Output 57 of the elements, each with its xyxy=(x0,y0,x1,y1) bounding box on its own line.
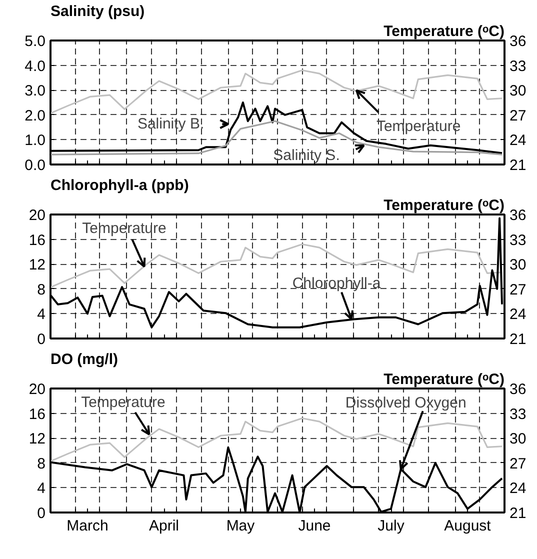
annotation: Temperature xyxy=(376,118,461,135)
annotation: Salinity B. xyxy=(137,116,204,133)
y2-axis-title: Temperature (ᵒC) xyxy=(384,23,505,40)
y2-tick-label: 33 xyxy=(510,58,526,75)
y-tick-label: 0.0 xyxy=(24,157,46,174)
annotation: Dissolved Oxygen xyxy=(345,394,466,412)
y-tick-label: 5.0 xyxy=(24,33,46,50)
y-tick-label: 16 xyxy=(28,232,46,249)
line-series xyxy=(50,417,503,462)
y-tick-label: 12 xyxy=(28,430,46,448)
y2-tick-label: 36 xyxy=(510,33,526,50)
y-tick-label: 8 xyxy=(37,455,46,472)
y-tick-label: 4 xyxy=(37,306,46,324)
y2-tick-label: 24 xyxy=(510,132,526,150)
x-tick-label: June xyxy=(298,518,331,534)
y2-tick-label: 27 xyxy=(510,281,526,298)
y2-tick-label: 30 xyxy=(510,82,526,100)
annotation: Temperature xyxy=(81,394,166,411)
y-tick-label: 2.0 xyxy=(24,107,46,124)
y-tick-label: 16 xyxy=(28,406,46,423)
y-tick-label: 8 xyxy=(37,281,46,298)
y2-tick-label: 36 xyxy=(510,207,526,224)
line-series xyxy=(50,69,503,114)
y-tick-label: 4.0 xyxy=(24,58,46,75)
y2-tick-label: 21 xyxy=(510,157,526,174)
x-tick-label: March xyxy=(66,518,108,534)
x-tick-label: July xyxy=(378,518,405,534)
y2-axis-title: Temperature (ᵒC) xyxy=(384,197,505,214)
x-tick-label: August xyxy=(444,518,492,534)
y-tick-label: 20 xyxy=(28,381,46,398)
annotation: Temperature xyxy=(82,220,166,238)
y2-tick-label: 36 xyxy=(510,381,526,398)
x-tick-label: May xyxy=(226,518,256,534)
y2-tick-label: 30 xyxy=(510,256,526,274)
y2-tick-label: 24 xyxy=(510,306,526,324)
y-tick-label: 0 xyxy=(37,505,46,522)
annotation: Salinity S. xyxy=(273,146,340,164)
y-axis-title: Chlorophyll-a (ppb) xyxy=(50,177,189,194)
y2-tick-label: 24 xyxy=(510,480,526,498)
y-tick-label: 0 xyxy=(37,331,46,348)
y-tick-label: 12 xyxy=(28,256,46,274)
y2-tick-label: 27 xyxy=(510,455,526,472)
y2-tick-label: 21 xyxy=(510,331,526,348)
annotation: Chlorophyll-a xyxy=(292,274,382,292)
y2-axis-title: Temperature (ᵒC) xyxy=(384,371,505,388)
y2-tick-label: 30 xyxy=(510,430,526,448)
y2-tick-label: 21 xyxy=(510,505,526,522)
y-tick-label: 1.0 xyxy=(24,132,46,150)
y-tick-label: 4 xyxy=(37,480,46,498)
x-tick-label: April xyxy=(148,518,180,534)
y-axis-title: Salinity (psu) xyxy=(50,3,145,20)
y-tick-label: 3.0 xyxy=(24,82,46,100)
y-tick-label: 20 xyxy=(28,207,46,224)
y2-tick-label: 33 xyxy=(510,406,526,423)
y-axis-title: DO (mg/l) xyxy=(50,351,118,368)
y2-tick-label: 27 xyxy=(510,107,526,124)
y2-tick-label: 33 xyxy=(510,232,526,249)
